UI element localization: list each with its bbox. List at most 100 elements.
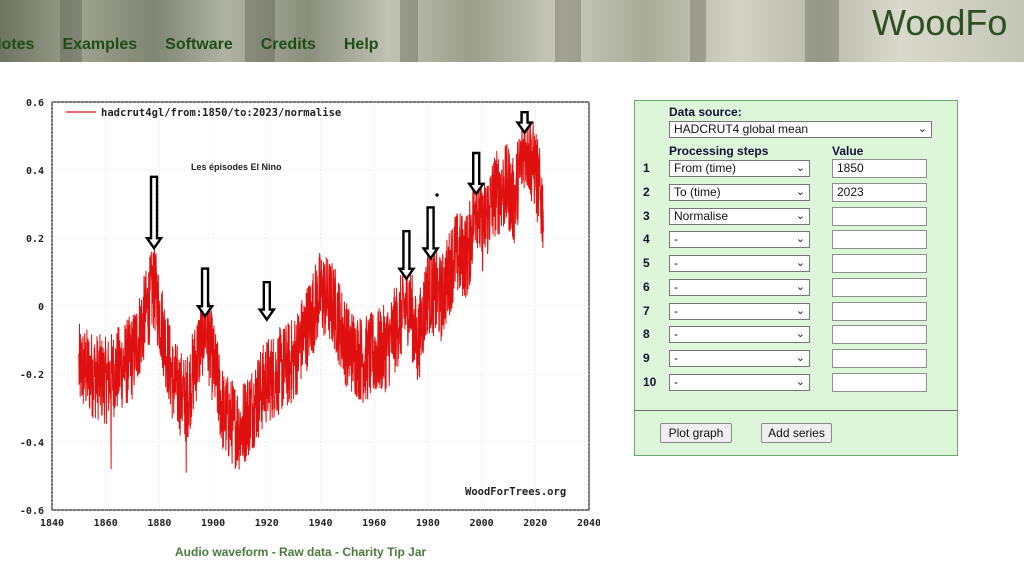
stray-dot	[435, 193, 439, 197]
step-value-input[interactable]	[832, 230, 927, 249]
data-source-select[interactable]: HADCRUT4 global mean ⌄	[669, 121, 932, 138]
el-nino-arrow-icon	[515, 111, 534, 135]
step-value-input[interactable]	[832, 278, 927, 297]
chevron-down-icon: ⌄	[795, 328, 805, 340]
step-select[interactable]: - ⌄	[669, 279, 810, 296]
el-nino-arrow-icon	[466, 151, 486, 196]
step-number: 5	[643, 256, 650, 270]
step-select[interactable]: From (time) ⌄	[669, 160, 810, 177]
series-line	[78, 114, 544, 473]
nav-credits[interactable]: Credits	[260, 36, 316, 53]
x-tick-label: 1840	[40, 518, 64, 529]
el-nino-arrow-icon	[144, 175, 164, 251]
x-tick-label: 1900	[201, 518, 225, 529]
y-tick-label: -0.6	[20, 506, 44, 517]
step-select[interactable]: - ⌄	[669, 374, 810, 391]
chevron-down-icon: ⌄	[795, 233, 805, 245]
step-select-value: Normalise	[674, 209, 729, 223]
el-nino-arrow-icon	[257, 281, 277, 322]
step-value-input[interactable]	[832, 207, 927, 226]
step-select-value: -	[674, 375, 678, 389]
y-tick-label: -0.2	[20, 370, 44, 381]
step-number: 4	[643, 232, 650, 246]
step-select-value: -	[674, 256, 678, 270]
data-source-value: HADCRUT4 global mean	[674, 122, 809, 136]
step-value-input[interactable]: 2023	[832, 183, 927, 202]
el-nino-arrows	[144, 111, 534, 322]
add-series-button[interactable]: Add series	[761, 423, 832, 443]
legend-label: hadcrut4gl/from:1850/to:2023/normalise	[101, 107, 341, 119]
chevron-down-icon: ⌄	[795, 376, 805, 388]
panel-divider	[635, 410, 957, 411]
header-background-tree	[245, 0, 275, 62]
chevron-down-icon: ⌄	[917, 123, 927, 135]
x-tick-label: 1940	[308, 518, 332, 529]
header-background-tree	[60, 0, 82, 62]
step-number: 9	[643, 351, 650, 365]
step-select[interactable]: Normalise ⌄	[669, 208, 810, 225]
link-charity-tip-jar[interactable]: Charity Tip Jar	[342, 545, 427, 559]
chevron-down-icon: ⌄	[795, 305, 805, 317]
link-audio-waveform[interactable]: Audio waveform	[175, 545, 269, 559]
chevron-down-icon: ⌄	[795, 257, 805, 269]
nav-notes[interactable]: Notes	[0, 36, 35, 53]
step-select[interactable]: - ⌄	[669, 303, 810, 320]
step-value-input[interactable]: 1850	[832, 159, 927, 178]
step-select[interactable]: - ⌄	[669, 255, 810, 272]
main-nav: Notes Examples Software Credits Help	[0, 36, 407, 54]
processing-panel: Data source: HADCRUT4 global mean ⌄ Proc…	[634, 100, 958, 456]
x-tick-label: 2000	[470, 518, 494, 529]
y-tick-label: 0.6	[26, 98, 44, 109]
step-value-input[interactable]	[832, 302, 927, 321]
bottom-links: Audio waveform - Raw data - Charity Tip …	[175, 545, 426, 559]
x-tick-label: 1920	[255, 518, 279, 529]
step-select-value: -	[674, 327, 678, 341]
processing-steps-label: Processing steps	[669, 144, 769, 158]
chevron-down-icon: ⌄	[795, 281, 805, 293]
step-value-input[interactable]	[832, 254, 927, 273]
step-select[interactable]: - ⌄	[669, 350, 810, 367]
step-number: 8	[643, 327, 650, 341]
site-header: Notes Examples Software Credits Help Woo…	[0, 0, 1024, 62]
header-background-tree	[555, 0, 581, 62]
x-tick-label: 1860	[94, 518, 118, 529]
plot-graph-button[interactable]: Plot graph	[660, 423, 732, 443]
el-nino-arrow-icon	[397, 230, 416, 281]
step-select-value: From (time)	[674, 161, 736, 175]
nav-examples[interactable]: Examples	[62, 36, 138, 53]
nav-help[interactable]: Help	[343, 36, 379, 53]
chart-annotation: Les épisodes El Nino	[191, 162, 282, 172]
step-number: 2	[643, 185, 650, 199]
header-background-tree	[400, 0, 418, 62]
step-value-input[interactable]	[832, 349, 927, 368]
chart-watermark: WoodForTrees.org	[465, 486, 566, 498]
step-select[interactable]: - ⌄	[669, 231, 810, 248]
step-value-input[interactable]	[832, 373, 927, 392]
value-label: Value	[832, 144, 864, 158]
x-tick-label: 2040	[577, 518, 600, 529]
step-number: 7	[643, 304, 650, 318]
step-select[interactable]: - ⌄	[669, 326, 810, 343]
y-tick-label: 0.4	[26, 166, 44, 177]
site-logo[interactable]: WoodFo	[872, 2, 1008, 43]
y-tick-label: 0	[38, 302, 44, 313]
y-tick-label: -0.4	[20, 438, 44, 449]
chevron-down-icon: ⌄	[795, 186, 805, 198]
x-tick-label: 1980	[416, 518, 440, 529]
data-source-label: Data source:	[669, 105, 742, 119]
nav-software[interactable]: Software	[165, 36, 233, 53]
header-background-tree	[805, 0, 839, 62]
x-tick-label: 2020	[523, 518, 547, 529]
header-background-tree	[690, 0, 706, 62]
step-select-value: -	[674, 232, 678, 246]
link-raw-data[interactable]: Raw data	[279, 545, 332, 559]
step-select-value: -	[674, 280, 678, 294]
chevron-down-icon: ⌄	[795, 162, 805, 174]
step-number: 10	[643, 375, 657, 389]
link-separator: -	[268, 545, 280, 559]
step-select[interactable]: To (time) ⌄	[669, 184, 810, 201]
step-value-input[interactable]	[832, 325, 927, 344]
chevron-down-icon: ⌄	[795, 210, 805, 222]
